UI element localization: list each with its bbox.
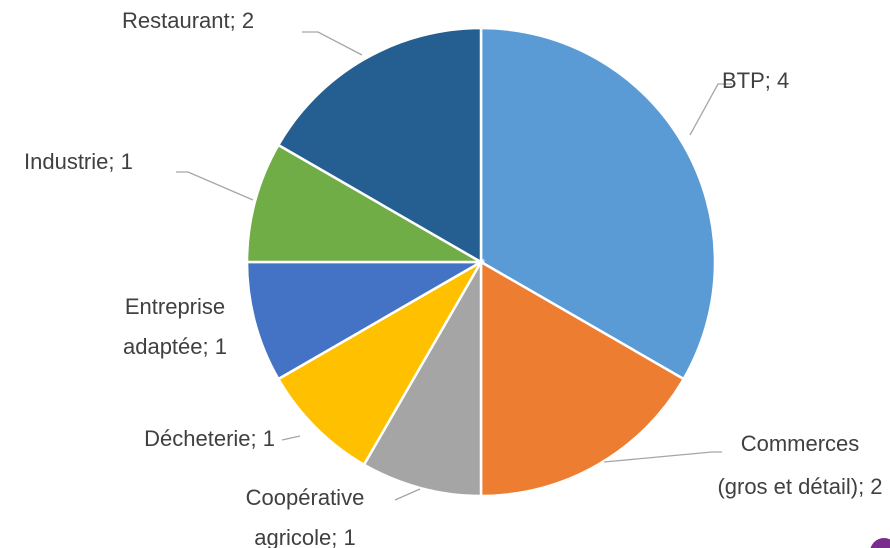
leader-line <box>394 488 421 501</box>
data-label: Commerces (gros et détail); 2 <box>715 422 885 508</box>
leader-line <box>281 435 301 441</box>
value: 1 <box>262 426 275 451</box>
separator: ; <box>229 8 242 33</box>
separator: ; <box>202 334 215 359</box>
leader-line <box>603 451 722 463</box>
separator: ; <box>764 68 778 93</box>
leader-line <box>176 171 254 201</box>
leader-lines <box>176 31 732 501</box>
category-name: Entreprise adaptée <box>122 294 226 359</box>
corner-badge <box>870 538 890 548</box>
data-label: Restaurant; 2 <box>122 6 322 36</box>
slice <box>245 260 486 381</box>
slice <box>276 26 483 265</box>
slice <box>479 259 686 498</box>
value: 2 <box>241 8 255 33</box>
category-name: Restaurant <box>122 8 230 33</box>
data-label: Coopérative agricole; 1 <box>220 478 390 548</box>
separator: ; <box>331 525 344 548</box>
data-label: Décheterie; 1 <box>60 424 275 454</box>
separator: ; <box>108 149 121 174</box>
value: 1 <box>214 334 227 359</box>
data-label: Industrie; 1 <box>24 147 204 177</box>
category-name: BTP <box>722 68 765 93</box>
data-label: Entreprise adaptée; 1 <box>90 287 260 367</box>
slice <box>362 257 483 498</box>
slice <box>479 26 717 381</box>
category-name: Décheterie <box>144 426 251 451</box>
separator: ; <box>250 426 263 451</box>
value: 1 <box>343 525 356 548</box>
value: 1 <box>120 149 133 174</box>
slice <box>276 258 485 467</box>
leader-line <box>689 83 732 136</box>
value: 4 <box>777 68 790 93</box>
category-name: Industrie <box>24 149 109 174</box>
category-name: Commerces (gros et détail) <box>717 431 860 499</box>
value: 2 <box>870 474 883 499</box>
category-name: Coopérative agricole <box>245 485 365 548</box>
slice <box>245 143 486 264</box>
separator: ; <box>858 474 871 499</box>
data-label: BTP; 4 <box>722 66 882 96</box>
leader-line <box>302 31 363 56</box>
slices <box>245 26 717 498</box>
